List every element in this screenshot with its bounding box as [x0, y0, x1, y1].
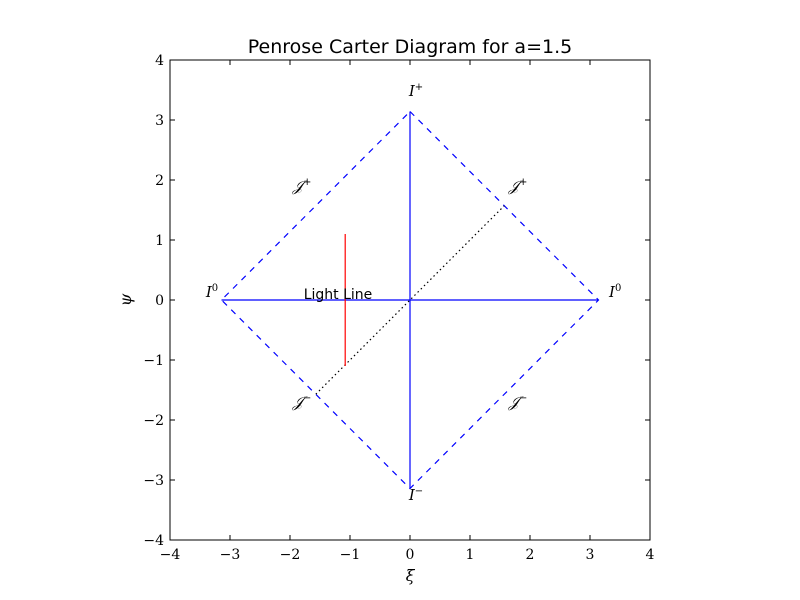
- plot-area: I+I−I0 I0𝒥+ 𝒥+𝒥− 𝒥−Light Line: [205, 82, 622, 504]
- y-tick-label: 2: [155, 173, 164, 189]
- x-axis-label: ξ: [406, 566, 416, 585]
- y-tick-label: 4: [155, 53, 164, 69]
- x-tick-label: 4: [646, 547, 655, 563]
- x-tick-label: 0: [406, 547, 415, 563]
- x-tick-label: −4: [160, 547, 181, 563]
- axis-ticks: −4 −3 −2 −1 0 1 2 3 4 −4 −3 −2 −1 0 1 2 3 4: [143, 53, 654, 563]
- y-tick-label: 0: [155, 293, 164, 309]
- x-tick-label: −2: [280, 547, 301, 563]
- chart-title: Penrose Carter Diagram for a=1.5: [248, 36, 572, 58]
- x-tick-label: 3: [586, 547, 595, 563]
- x-tick-label: −3: [220, 547, 241, 563]
- y-tick-label: −1: [143, 353, 164, 369]
- y-tick-label: 1: [155, 233, 164, 249]
- y-tick-label: −3: [143, 473, 164, 489]
- light-line-label: Light Line: [304, 287, 373, 303]
- y-tick-label: −2: [143, 413, 164, 429]
- y-axis-label: ψ: [116, 293, 135, 306]
- y-tick-label: 3: [155, 113, 164, 129]
- x-tick-label: 1: [466, 547, 475, 563]
- x-tick-label: 2: [526, 547, 535, 563]
- y-tick-label: −4: [143, 533, 164, 549]
- x-tick-label: −1: [340, 547, 361, 563]
